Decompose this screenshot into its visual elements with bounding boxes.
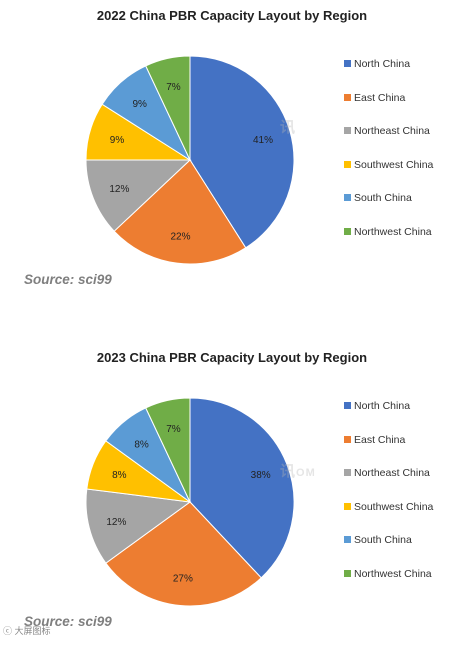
pie-chart-2023: 38% 27% 12% 8% 8% 7% [85,397,295,607]
legend-label: South China [354,534,412,546]
pie-slice-north-china [189,55,295,249]
legend-swatch [344,435,351,443]
pie-slice-north-china [189,397,295,579]
pie-data-label: 22% [170,231,190,242]
pie-data-label: 41% [253,135,273,146]
legend-label: Northwest China [354,567,432,580]
pie-data-label: 8% [112,470,127,481]
legend-swatch [344,93,351,101]
pie-slice-northeast-china [85,159,192,232]
watermark: 讯OM [280,463,316,480]
pie-data-label: 9% [133,99,148,110]
legend-swatch [344,536,351,543]
legend-swatch [344,127,351,134]
legend-label: Northeast China [354,467,430,479]
pie-data-label: 8% [134,439,149,450]
pie-data-label: 7% [166,424,181,435]
legend-swatch [344,402,351,409]
legend-label: South China [354,192,412,204]
legend-swatch [344,569,351,577]
pie-data-label: 12% [109,184,129,195]
pie-data-label: 38% [251,470,271,481]
chart-title: 2022 China PBR Capacity Layout by Region [96,8,368,23]
chart-title: 2023 China PBR Capacity Layout by Region [96,350,368,365]
pie-slice-northwest-china [145,397,191,503]
pie-chart-2022: 41% 22% 12% 9% 9% 7% [85,55,295,265]
legend-swatch [344,194,351,201]
pie-slice-northwest-china [145,55,191,161]
legend-label: Southwest China [354,500,434,513]
pie-data-label: 12% [106,517,126,528]
pie-data-label: 7% [166,82,181,93]
legend-label: East China [354,91,406,104]
legend-swatch [344,227,351,235]
pie-slice-northeast-china [85,488,192,564]
pie-data-label: 9% [110,135,125,146]
source-note: Source: sci99 [24,614,112,629]
chart-panel-2023: 2023 China PBR Capacity Layout by Region… [0,342,464,662]
legend-label: Northwest China [354,225,432,238]
watermark: 讯 [280,119,297,136]
legend-swatch [344,469,351,476]
legend-label: North China [354,58,411,70]
corner-watermark: ⓒ 大屏图标 [3,626,51,636]
pie-data-label: 27% [173,574,193,585]
pie-slice-east-china [105,501,262,607]
legend-label: East China [354,433,406,446]
chart-panel-2022: 2022 China PBR Capacity Layout by Region… [0,0,464,320]
legend-label: Southwest China [354,158,434,171]
legend-swatch [344,60,351,67]
pie-slice-east-china [113,159,247,265]
legend-swatch [344,502,351,510]
legend-swatch [344,160,351,168]
legend-label: North China [354,400,411,412]
legend-label: Northeast China [354,125,430,137]
source-note: Source: sci99 [24,272,112,287]
